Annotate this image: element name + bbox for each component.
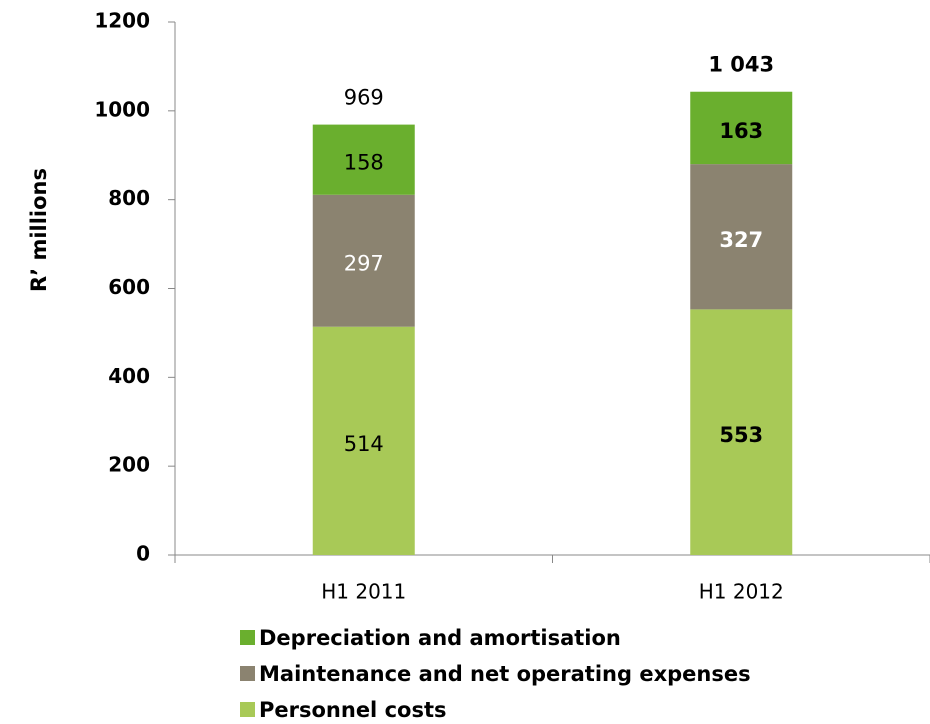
data-label: 327 xyxy=(719,228,763,252)
legend-label: Personnel costs xyxy=(259,698,446,722)
y-tick-label: 200 xyxy=(108,453,150,477)
bar-segment xyxy=(312,124,415,195)
total-label: 969 xyxy=(344,86,384,110)
y-tick-label: 800 xyxy=(108,186,150,210)
legend-label: Maintenance and net operating expenses xyxy=(259,662,751,686)
x-tick-label: H1 2012 xyxy=(699,580,784,604)
y-tick-label: 1200 xyxy=(94,9,150,33)
legend-swatch xyxy=(240,666,255,681)
data-label: 553 xyxy=(719,423,763,447)
y-tick-label: 1000 xyxy=(94,97,150,121)
y-tick-label: 0 xyxy=(136,542,150,566)
legend-swatch xyxy=(240,702,255,717)
bar-segment xyxy=(312,194,415,327)
x-tick-label: H1 2011 xyxy=(321,580,406,604)
total-label: 1 043 xyxy=(708,53,774,77)
data-label: 514 xyxy=(344,432,384,456)
y-tick-label: 600 xyxy=(108,275,150,299)
data-label: 163 xyxy=(719,119,763,143)
y-axis-label: R’ millions xyxy=(27,168,51,292)
bar-segment xyxy=(690,164,793,310)
bar-segment xyxy=(690,91,793,165)
data-label: 158 xyxy=(344,151,384,175)
legend-swatch xyxy=(240,630,255,645)
legend-label: Depreciation and amortisation xyxy=(259,626,621,650)
data-label: 297 xyxy=(344,252,384,276)
bar-segment xyxy=(690,309,793,555)
bar-segment xyxy=(312,326,415,555)
y-tick-label: 400 xyxy=(108,364,150,388)
